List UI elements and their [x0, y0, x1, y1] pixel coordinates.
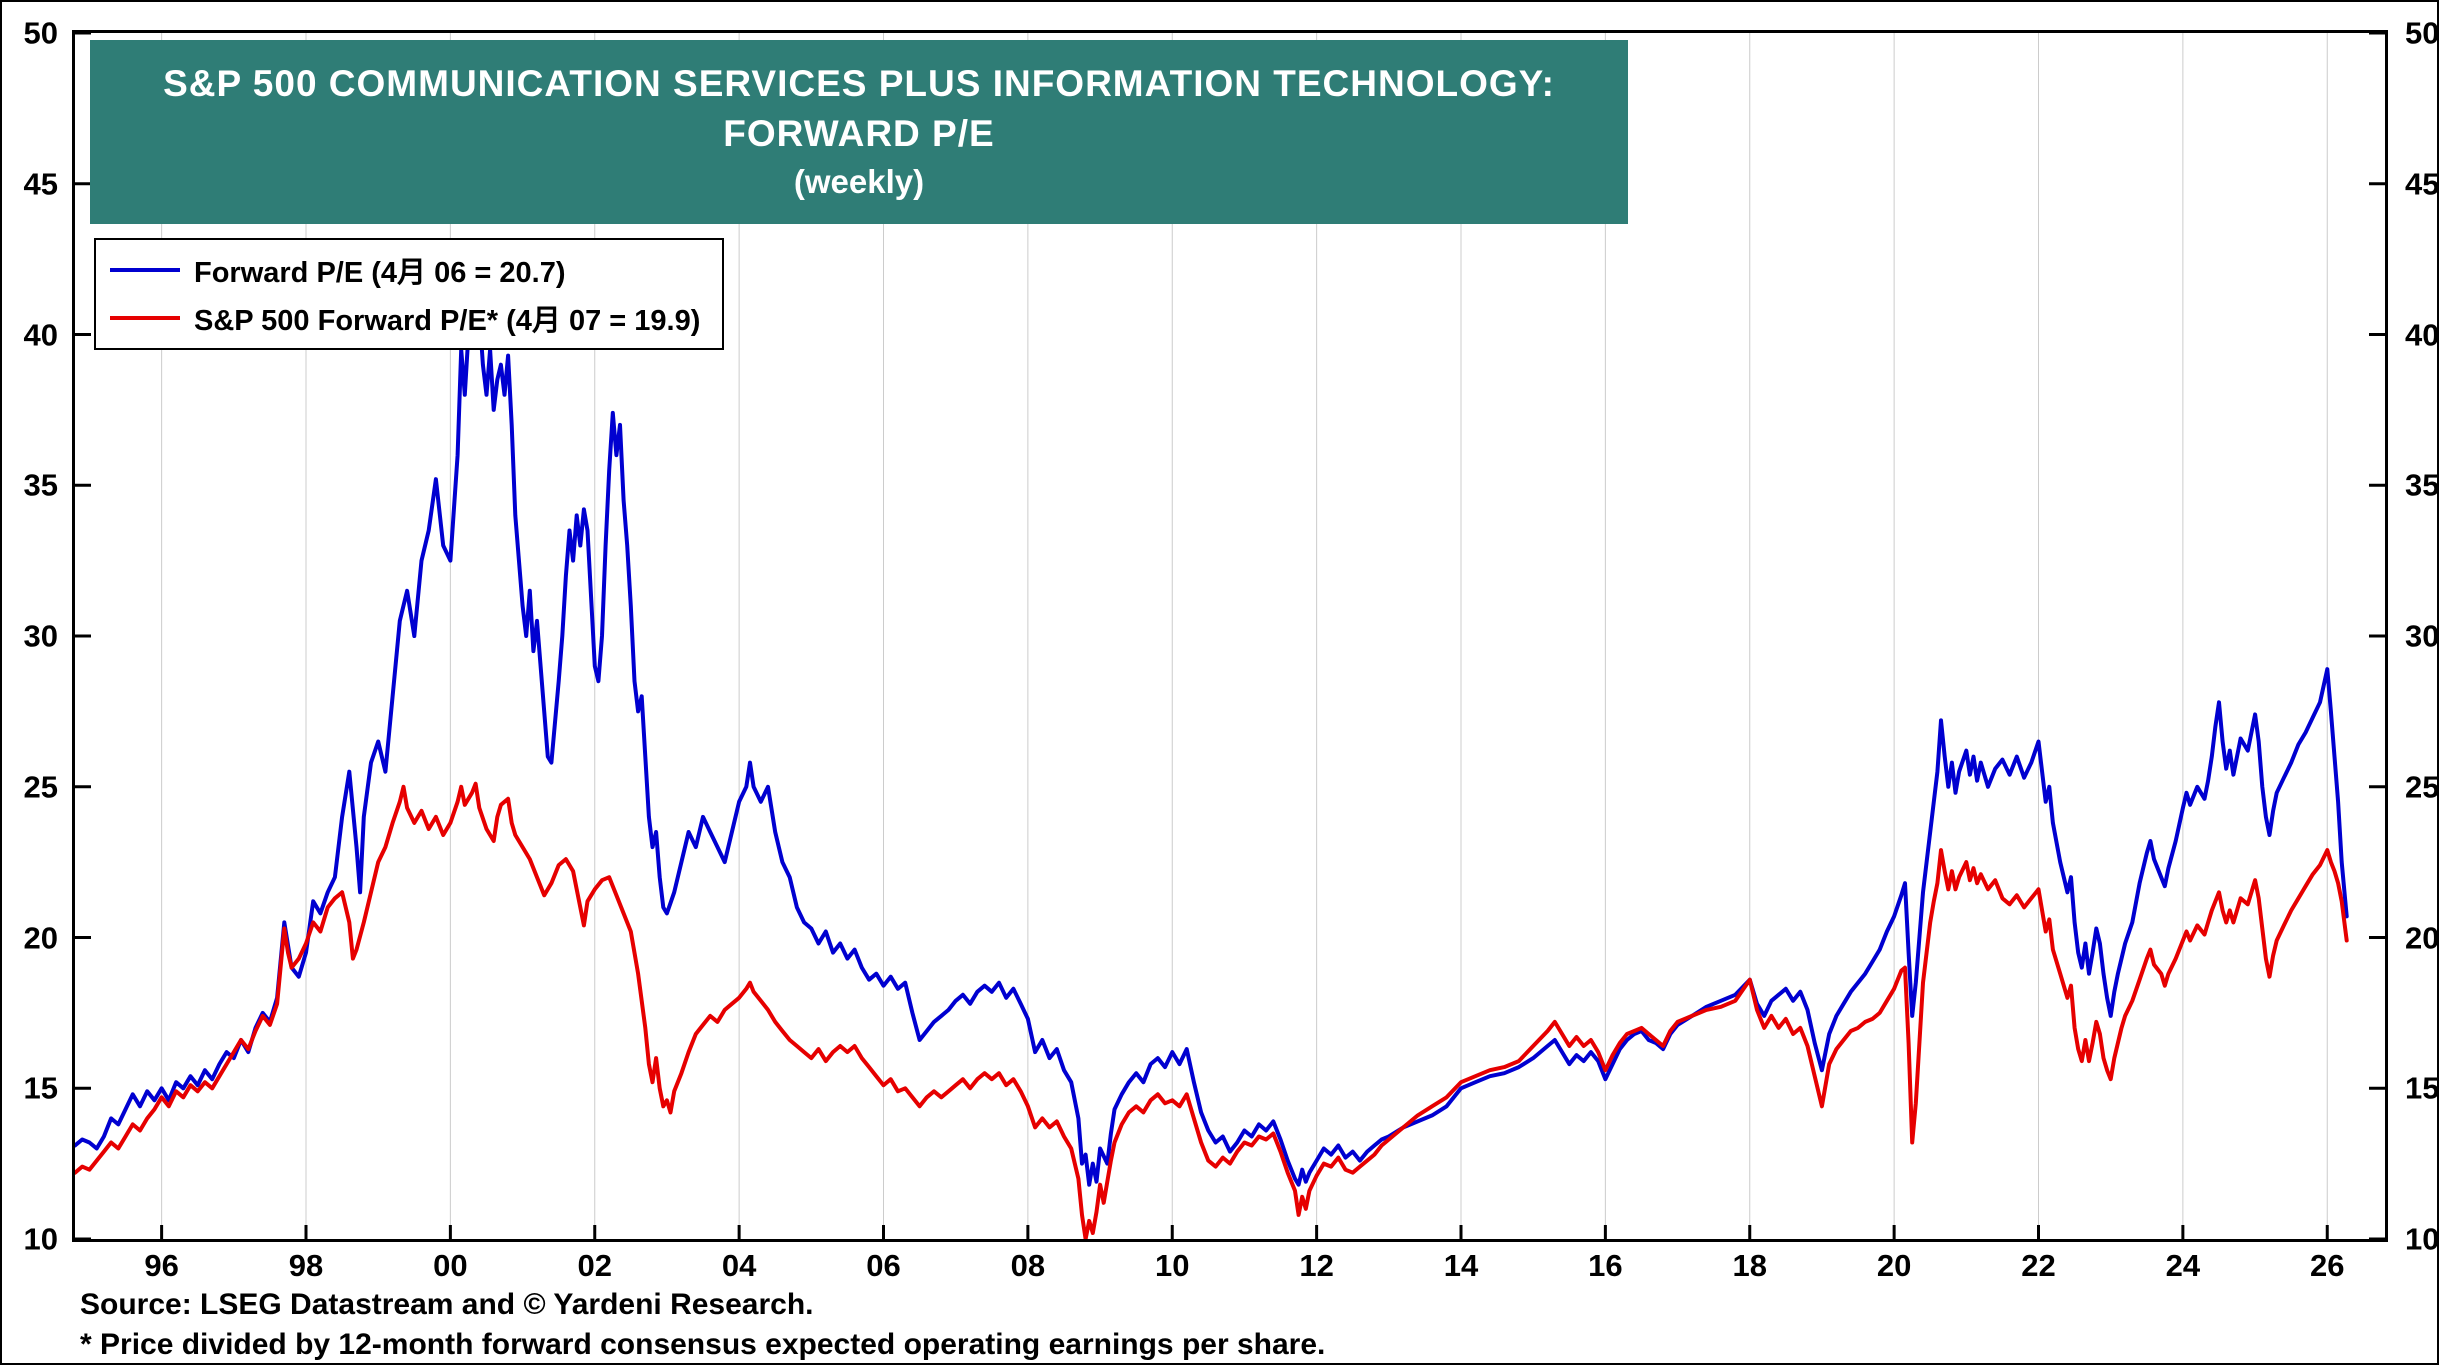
- series-line-forward-pe: [75, 293, 2349, 1187]
- legend: Forward P/E (4月 06 = 20.7) S&P 500 Forwa…: [94, 238, 725, 350]
- legend-item-forward-pe: Forward P/E (4月 06 = 20.7): [110, 249, 700, 291]
- y-axis-label-left: 45: [23, 166, 58, 202]
- x-axis-label: 00: [433, 1248, 468, 1283]
- chart-title-line2: FORWARD P/E: [723, 113, 995, 154]
- y-axis-label-left: 40: [23, 317, 58, 352]
- legend-item-sp500-forward-pe: S&P 500 Forward P/E* (4月 07 = 19.9): [110, 297, 700, 339]
- x-axis-label: 26: [2310, 1248, 2345, 1283]
- y-axis-label-right: 10: [2405, 1221, 2439, 1257]
- x-axis-label: 08: [1010, 1248, 1046, 1283]
- x-axis-label: 02: [577, 1248, 612, 1283]
- y-axis-label-left: 10: [23, 1221, 58, 1257]
- y-axis-label-right: 20: [2405, 920, 2439, 955]
- y-axis-label-left: 30: [23, 618, 58, 654]
- chart-title-line1: S&P 500 COMMUNICATION SERVICES PLUS INFO…: [163, 63, 1555, 104]
- y-axis-label-right: 35: [2405, 467, 2439, 503]
- chart-title-box: S&P 500 COMMUNICATION SERVICES PLUS INFO…: [90, 40, 1628, 224]
- y-axis-label-left: 35: [23, 467, 58, 503]
- y-axis-label-right: 30: [2405, 618, 2439, 654]
- y-axis-label-left: 15: [23, 1070, 58, 1106]
- plot-area: [72, 30, 2388, 1242]
- x-axis-label: 20: [1876, 1248, 1912, 1283]
- legend-swatch-red-line: [110, 316, 180, 320]
- y-axis-label-right: 25: [2405, 769, 2439, 805]
- y-axis-label-right: 15: [2405, 1070, 2439, 1106]
- y-axis-label-right: 40: [2405, 317, 2439, 352]
- y-axis-label-left: 25: [23, 769, 58, 805]
- legend-label-sp500-forward-pe: S&P 500 Forward P/E* (4月 07 = 19.9): [194, 305, 701, 337]
- chart-title-line3: (weekly): [793, 163, 925, 200]
- y-axis-label-left: 20: [23, 920, 58, 955]
- source-note: Source: LSEG Datastream and © Yardeni Re…: [80, 1288, 814, 1321]
- x-axis-label: 24: [2165, 1248, 2201, 1283]
- x-axis-label: 04: [721, 1248, 757, 1283]
- x-axis-label: 06: [866, 1248, 901, 1283]
- x-axis-label: 18: [1732, 1248, 1767, 1283]
- legend-label-forward-pe: Forward P/E (4月 06 = 20.7): [194, 257, 566, 289]
- x-axis-label: 16: [1588, 1248, 1623, 1283]
- x-axis-label: 12: [1299, 1248, 1334, 1283]
- x-axis-label: 96: [144, 1248, 179, 1283]
- x-axis-label: 14: [1443, 1248, 1479, 1283]
- x-axis-label: 10: [1155, 1248, 1190, 1283]
- x-axis-label: 22: [2021, 1248, 2056, 1283]
- series-line-sp500-forward-pe: [75, 781, 2349, 1239]
- y-axis-label-left: 50: [23, 15, 58, 51]
- footnote: * Price divided by 12-month forward cons…: [80, 1328, 1326, 1361]
- y-axis-label-right: 50: [2405, 15, 2439, 51]
- y-axis-label-right: 45: [2405, 166, 2439, 202]
- chart-canvas: [75, 33, 2385, 1239]
- x-axis-label: 98: [288, 1248, 324, 1283]
- legend-swatch-blue-line: [110, 268, 180, 272]
